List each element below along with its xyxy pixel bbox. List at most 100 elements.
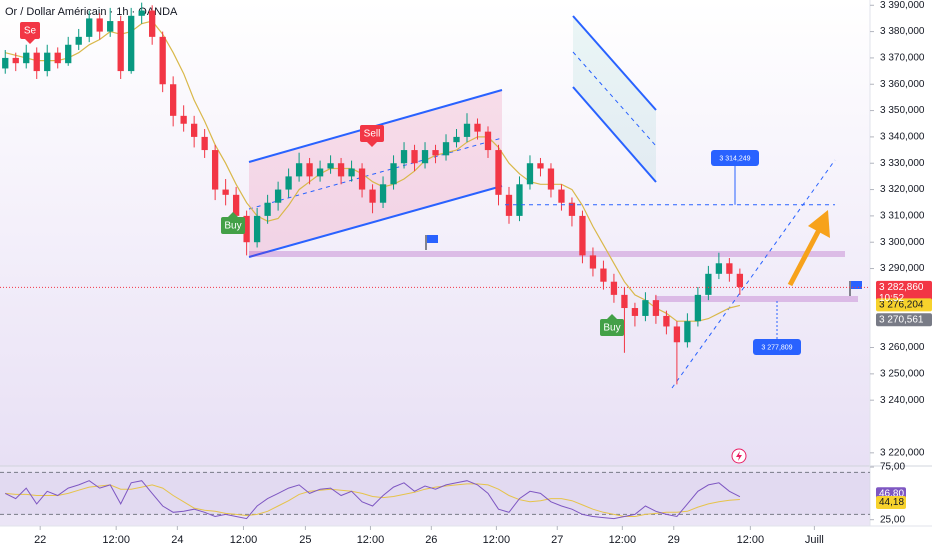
price-label-box (876, 313, 932, 327)
candle-body (474, 123, 481, 132)
signal-box (600, 319, 624, 336)
candle-body (726, 263, 733, 274)
event-bolt (736, 451, 742, 461)
channel2-mid (572, 51, 657, 147)
price-label: 3 282,860 (879, 282, 924, 293)
candle-body (631, 308, 639, 316)
candle-body (316, 168, 324, 177)
signal-pointer (228, 212, 238, 217)
y-tick-label: 3 350,000 (880, 105, 925, 116)
y-tick-label: 3 360,000 (880, 79, 925, 90)
signal-pointer (367, 142, 377, 147)
y-tick-label: 3 240,000 (880, 395, 925, 406)
candle-body (128, 15, 135, 72)
rsi-line (4, 480, 741, 520)
candle-body (694, 294, 702, 322)
candle-body (138, 10, 145, 16)
arrow (787, 210, 830, 287)
annotation-box (711, 150, 759, 166)
candle-body (547, 168, 555, 190)
y-tick-label: 3 390,000 (880, 0, 925, 11)
candle-body (149, 10, 156, 37)
rsi-band (0, 472, 870, 515)
signal-pointer (607, 314, 617, 319)
candle-body (75, 36, 82, 45)
candle-body (432, 150, 439, 156)
candle-body (264, 202, 271, 216)
y-tick-label: 3 300,000 (880, 237, 925, 248)
countdown: 10:52 (879, 293, 904, 304)
price-label: 3 276,204 (879, 300, 924, 311)
candle-body (23, 52, 30, 64)
candle-body (65, 44, 72, 64)
candle-body (684, 321, 691, 343)
x-tick-label: 25 (299, 534, 311, 546)
rsi-value-label: 44,18 (879, 497, 904, 508)
arrow-shaft (787, 226, 823, 287)
candle-body (222, 189, 229, 195)
candle-body (600, 268, 607, 282)
candle-body (54, 52, 61, 64)
candle-body (12, 57, 19, 64)
candle-body (705, 273, 712, 295)
signal-box (221, 217, 245, 234)
y-tick-label: 3 220,000 (880, 447, 925, 458)
trend-line (671, 159, 836, 389)
y-tick-label: 3 380,000 (880, 26, 925, 37)
x-tick-label: 12:00 (737, 534, 765, 546)
candle-body (86, 18, 93, 37)
candle-body (642, 300, 649, 316)
y-tick-label: 3 330,000 (880, 158, 925, 169)
annotation-label: 3 314,249 (719, 155, 750, 162)
y-tick-label: 3 320,000 (880, 184, 925, 195)
candle-body (610, 281, 618, 295)
candle-body (170, 84, 177, 116)
candle-body (663, 315, 670, 327)
y-tick-label: 3 260,000 (880, 342, 925, 353)
signal-label: Se (24, 26, 37, 37)
candle-body (652, 300, 660, 316)
rsi-value-label: 46,80 (879, 488, 904, 499)
candle-body (107, 21, 114, 32)
candle-body (400, 150, 408, 164)
x-tick-label: 27 (551, 534, 563, 546)
rsi-tick-label: 25,00 (880, 514, 905, 525)
zone (655, 296, 858, 302)
signal-label: Sell (364, 129, 381, 140)
x-tick-label: 22 (34, 534, 46, 546)
y-tick-label: 3 290,000 (880, 263, 925, 274)
candle-body (537, 163, 544, 169)
candle-body (243, 215, 250, 243)
x-tick-label: 12:00 (357, 534, 385, 546)
candle-body (295, 163, 303, 177)
candle-body (369, 189, 376, 203)
channel-mid (248, 137, 503, 210)
x-tick-label: 26 (425, 534, 437, 546)
y-tick-label: 3 340,000 (880, 132, 925, 143)
candle-body (516, 184, 523, 216)
candle-body (558, 189, 565, 203)
candle-body (589, 255, 597, 269)
annotation-box (753, 339, 801, 355)
candle-body (211, 150, 219, 190)
candle-body (495, 150, 502, 195)
candle-body (96, 18, 103, 32)
moving-average (5, 20, 741, 322)
candle-body (306, 163, 313, 177)
candle-body (201, 136, 208, 151)
candle-body (285, 176, 292, 190)
candle-body (463, 123, 471, 137)
flag-cloth (851, 281, 862, 289)
candle-body (505, 194, 513, 216)
candle-body (442, 142, 450, 156)
candle-body (411, 150, 418, 164)
candle-body (180, 115, 187, 124)
candle-body (232, 194, 240, 216)
candle-body (526, 163, 534, 185)
candle-body (33, 52, 40, 72)
channel-bottom (248, 185, 503, 258)
x-tick-label: 12:00 (609, 534, 637, 546)
candle-body (274, 189, 282, 203)
candle-body (715, 263, 723, 274)
